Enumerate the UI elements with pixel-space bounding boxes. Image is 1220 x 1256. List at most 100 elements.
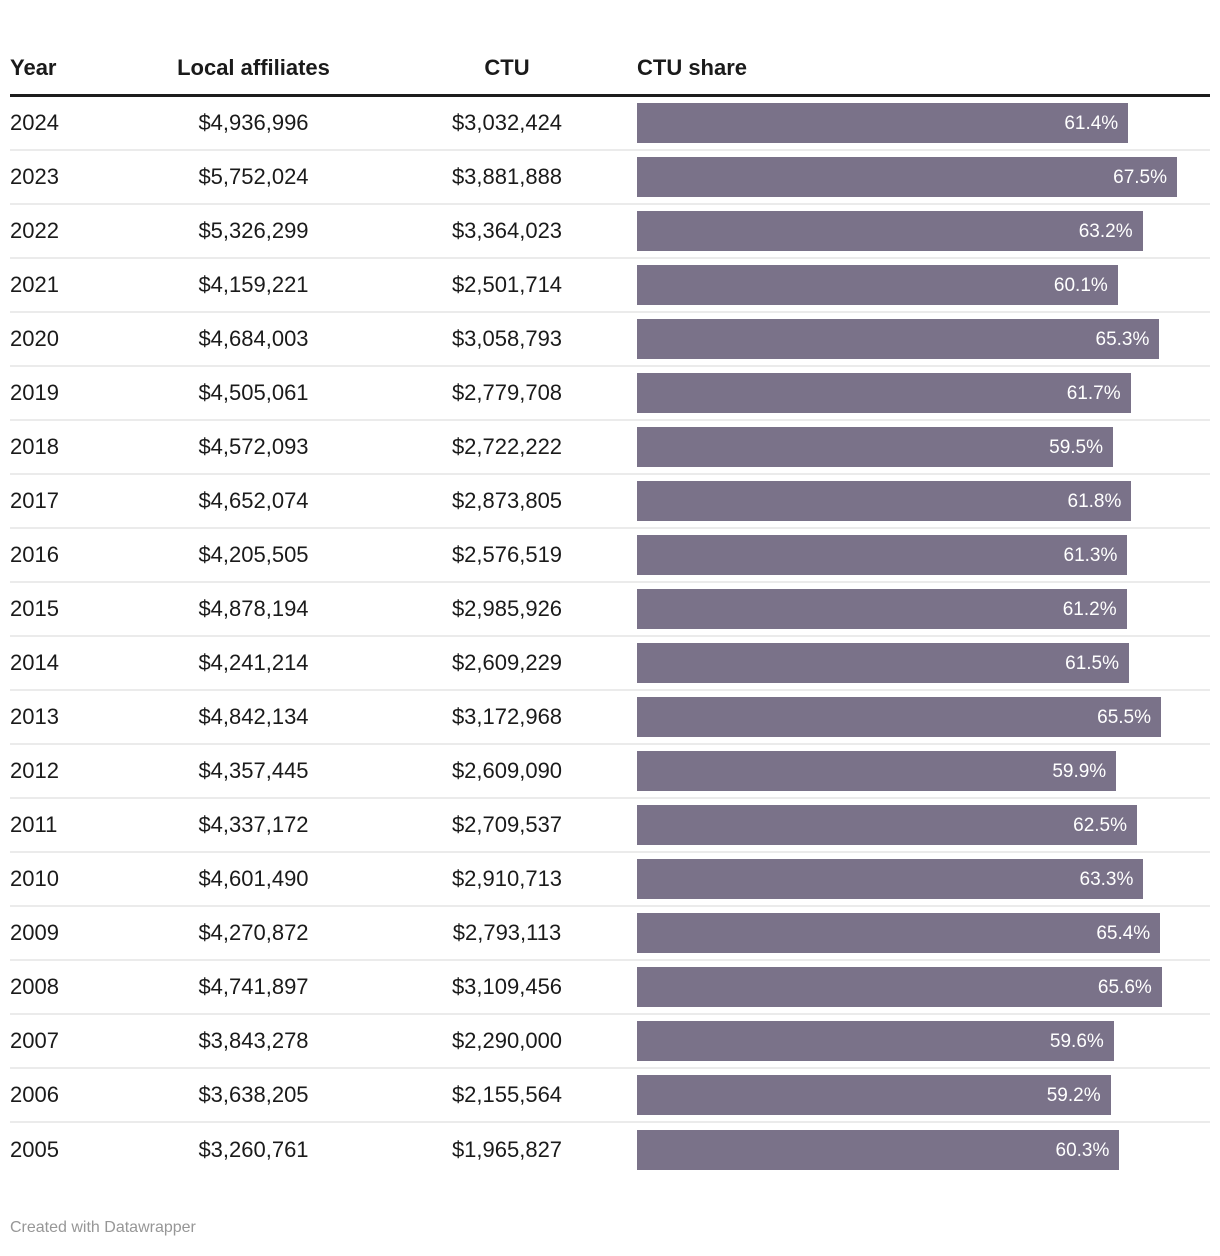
credit-text: Created with Datawrapper xyxy=(10,1219,196,1236)
local-affiliates-cell: $4,741,897 xyxy=(198,974,309,999)
local-affiliates-cell: $4,878,194 xyxy=(198,596,309,621)
ctu-share-cell: 61.4% xyxy=(637,103,1210,143)
year-cell: 2008 xyxy=(10,974,59,999)
local-affiliates-cell: $4,357,445 xyxy=(198,758,309,783)
local-affiliates-cell: $4,601,490 xyxy=(198,866,309,891)
year-cell: 2014 xyxy=(10,650,59,675)
ctu-share-cell: 61.5% xyxy=(637,643,1210,683)
ctu-share-bar: 59.6% xyxy=(637,1021,1114,1061)
ctu-share-cell: 65.6% xyxy=(637,967,1210,1007)
ctu-share-bar: 65.6% xyxy=(637,967,1162,1007)
ctu-cell: $2,609,090 xyxy=(451,758,563,783)
year-cell: 2021 xyxy=(10,272,59,297)
column-header-local-affiliates: Local affiliates xyxy=(177,54,330,80)
table-row: 2022 $5,326,299 $3,364,023 63.2% xyxy=(10,205,1210,259)
ctu-share-bar: 62.5% xyxy=(637,805,1137,845)
ctu-cell: $2,155,564 xyxy=(451,1082,563,1107)
ctu-cell: $2,873,805 xyxy=(451,488,563,513)
ctu-share-value: 61.4% xyxy=(1064,112,1119,134)
ctu-share-value: 61.7% xyxy=(1066,382,1121,404)
ctu-share-cell: 60.1% xyxy=(637,265,1210,305)
ctu-cell: $3,109,456 xyxy=(451,974,563,999)
ctu-share-bar: 59.9% xyxy=(637,751,1117,791)
year-cell: 2018 xyxy=(10,434,59,459)
ctu-share-bar: 61.2% xyxy=(637,589,1127,629)
table-row: 2014 $4,241,214 $2,609,229 61.5% xyxy=(10,637,1210,691)
ctu-share-value: 59.6% xyxy=(1049,1030,1104,1052)
ctu-share-bar: 63.3% xyxy=(637,859,1144,899)
year-cell: 2016 xyxy=(10,542,59,567)
ctu-share-value: 65.5% xyxy=(1097,706,1151,728)
ctu-share-value: 61.2% xyxy=(1062,598,1117,620)
ctu-share-cell: 65.3% xyxy=(637,319,1210,359)
table-row: 2007 $3,843,278 $2,290,000 59.6% xyxy=(10,1015,1210,1069)
attribution-line: Created with Datawrapper xyxy=(10,1219,1210,1237)
local-affiliates-cell: $4,241,214 xyxy=(198,650,309,675)
ctu-share-bar: 61.4% xyxy=(637,103,1129,143)
year-cell: 2010 xyxy=(10,866,59,891)
local-affiliates-cell: $4,936,996 xyxy=(198,110,309,135)
column-header-ctu: CTU xyxy=(484,54,530,80)
year-cell: 2015 xyxy=(10,596,59,621)
ctu-share-cell: 59.6% xyxy=(637,1021,1210,1061)
ctu-share-cell: 63.3% xyxy=(637,859,1210,899)
local-affiliates-cell: $3,638,205 xyxy=(198,1082,309,1107)
local-affiliates-cell: $4,572,093 xyxy=(198,434,309,459)
ctu-cell: $2,722,222 xyxy=(451,434,563,459)
ctu-share-value: 65.3% xyxy=(1095,328,1150,350)
ctu-cell: $3,364,023 xyxy=(451,218,563,243)
table-row: 2013 $4,842,134 $3,172,968 65.5% xyxy=(10,691,1210,745)
year-cell: 2012 xyxy=(10,758,59,783)
ctu-share-cell: 59.2% xyxy=(637,1075,1210,1115)
ctu-cell: $2,576,519 xyxy=(451,542,563,567)
table-row: 2017 $4,652,074 $2,873,805 61.8% xyxy=(10,475,1210,529)
ctu-share-bar: 65.4% xyxy=(637,913,1161,953)
ctu-share-cell: 61.3% xyxy=(637,535,1210,575)
local-affiliates-cell: $5,752,024 xyxy=(198,164,309,189)
table-row: 2010 $4,601,490 $2,910,713 63.3% xyxy=(10,853,1210,907)
ctu-share-cell: 61.2% xyxy=(637,589,1210,629)
ctu-share-value: 65.4% xyxy=(1096,922,1151,944)
year-cell: 2022 xyxy=(10,218,59,243)
local-affiliates-cell: $4,270,872 xyxy=(198,920,309,945)
ctu-cell: $3,172,968 xyxy=(451,704,563,729)
ctu-cell: $2,985,926 xyxy=(451,596,563,621)
ctu-share-cell: 59.9% xyxy=(637,751,1210,791)
ctu-share-value: 63.3% xyxy=(1079,868,1134,890)
ctu-share-value: 62.5% xyxy=(1073,814,1127,836)
ctu-share-value: 59.9% xyxy=(1052,760,1107,782)
ctu-cell: $3,058,793 xyxy=(451,326,563,351)
ctu-share-bar: 59.5% xyxy=(637,427,1113,467)
table-row: 2021 $4,159,221 $2,501,714 60.1% xyxy=(10,259,1210,313)
ctu-share-bar: 61.5% xyxy=(637,643,1129,683)
ctu-share-cell: 67.5% xyxy=(637,157,1210,197)
ctu-share-bar: 60.3% xyxy=(637,1130,1120,1170)
table-row: 2009 $4,270,872 $2,793,113 65.4% xyxy=(10,907,1210,961)
table-row: 2016 $4,205,505 $2,576,519 61.3% xyxy=(10,529,1210,583)
ctu-share-value: 61.8% xyxy=(1067,490,1122,512)
ctu-share-value: 63.2% xyxy=(1078,220,1133,242)
table-row: 2011 $4,337,172 $2,709,537 62.5% xyxy=(10,799,1210,853)
ctu-share-bar: 61.8% xyxy=(637,481,1132,521)
table-row: 2019 $4,505,061 $2,779,708 61.7% xyxy=(10,367,1210,421)
local-affiliates-cell: $3,843,278 xyxy=(198,1028,309,1053)
ctu-share-value: 60.1% xyxy=(1053,274,1108,296)
year-cell: 2009 xyxy=(10,920,59,945)
ctu-share-cell: 61.8% xyxy=(637,481,1210,521)
ctu-share-bar: 65.5% xyxy=(637,697,1161,737)
table-row: 2015 $4,878,194 $2,985,926 61.2% xyxy=(10,583,1210,637)
table-row: 2020 $4,684,003 $3,058,793 65.3% xyxy=(10,313,1210,367)
ctu-share-value: 59.2% xyxy=(1046,1084,1101,1106)
ctu-cell: $2,793,113 xyxy=(452,920,562,945)
ctu-share-value: 61.3% xyxy=(1063,544,1118,566)
year-cell: 2007 xyxy=(10,1028,59,1053)
year-cell: 2013 xyxy=(10,704,59,729)
ctu-cell: $2,609,229 xyxy=(451,650,563,675)
ctu-cell: $3,881,888 xyxy=(451,164,563,189)
ctu-cell: $2,290,000 xyxy=(451,1028,563,1053)
local-affiliates-cell: $4,652,074 xyxy=(198,488,309,513)
table-row: 2024 $4,936,996 $3,032,424 61.4% xyxy=(10,97,1210,151)
ctu-share-bar: 59.2% xyxy=(637,1075,1111,1115)
ctu-share-cell: 59.5% xyxy=(637,427,1210,467)
